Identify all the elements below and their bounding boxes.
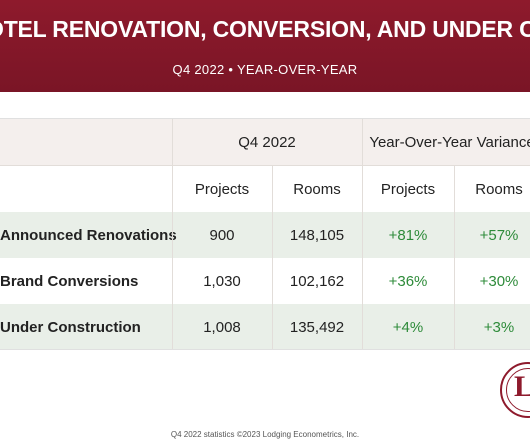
variance-projects-value: +4% (392, 318, 424, 336)
footer-copyright: Q4 2022 statistics ©2023 Lodging Econome… (170, 430, 360, 439)
row-label: Announced Renovations (0, 226, 177, 244)
column-divider (172, 119, 173, 349)
column-header-rooms: Rooms (293, 180, 341, 198)
variance-rooms-value: +30% (479, 272, 519, 290)
group-header-period: Q4 2022 (238, 133, 296, 151)
column-divider (272, 166, 273, 349)
projects-value: 900 (209, 226, 235, 244)
column-divider (454, 166, 455, 349)
table-row: Brand Conversions 1,030 102,162 +36% +30… (0, 258, 530, 304)
column-header-projects: Projects (194, 180, 250, 198)
variance-rooms-value: +57% (479, 226, 519, 244)
projects-value: 1,008 (203, 318, 241, 336)
group-header-row (0, 119, 530, 166)
table-row: Under Construction 1,008 135,492 +4% +3% (0, 304, 530, 349)
company-logo: L (500, 362, 530, 418)
rooms-value: 148,105 (289, 226, 345, 244)
column-header-variance-rooms: Rooms (475, 180, 523, 198)
column-divider (362, 119, 363, 349)
title-banner: OTEL RENOVATION, CONVERSION, AND UNDER C… (0, 0, 530, 92)
group-header-variance: Year-Over-Year Variance (369, 133, 530, 151)
banner-title: OTEL RENOVATION, CONVERSION, AND UNDER C… (0, 16, 530, 42)
column-header-variance-projects: Projects (380, 180, 436, 198)
rooms-value: 102,162 (289, 272, 345, 290)
logo-letter: L (514, 370, 530, 403)
statistics-table: Q4 2022 Year-Over-Year Variance Projects… (0, 118, 530, 350)
variance-projects-value: +36% (388, 272, 428, 290)
row-label: Brand Conversions (0, 272, 139, 290)
banner-subtitle: Q4 2022 • YEAR-OVER-YEAR (172, 62, 358, 77)
variance-rooms-value: +3% (483, 318, 515, 336)
variance-projects-value: +81% (388, 226, 428, 244)
column-header-row: Projects Rooms Projects Rooms (0, 166, 530, 212)
row-label: Under Construction (0, 318, 141, 336)
table-row: Announced Renovations 900 148,105 +81% +… (0, 212, 530, 258)
rooms-value: 135,492 (289, 318, 345, 336)
projects-value: 1,030 (203, 272, 241, 290)
